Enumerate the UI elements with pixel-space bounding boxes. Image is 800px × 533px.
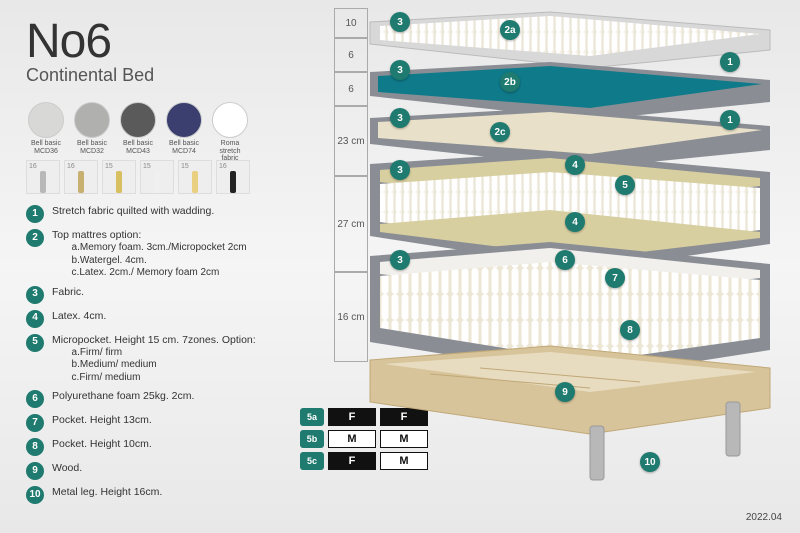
fabric-swatches: Bell basicMCD36 Bell basicMCD32 Bell bas… (26, 102, 250, 163)
product-subtitle: Continental Bed (26, 65, 154, 86)
legend-item: 10Metal leg. Height 16cm. (26, 486, 296, 504)
legend-item: 1Stretch fabric quilted with wadding. (26, 205, 296, 223)
swatch: Bell basicMCD36 (26, 102, 66, 163)
swatch: Bell basicMCD43 (118, 102, 158, 163)
callout-marker: 4 (565, 212, 585, 232)
callout-marker: 3 (390, 160, 410, 180)
swatch: Romastretch fabric (210, 102, 250, 163)
legend-item: 9Wood. (26, 462, 296, 480)
callout-marker: 4 (565, 155, 585, 175)
leg-thumb: 16 (216, 160, 250, 194)
leg-thumb: 16 (26, 160, 60, 194)
callout-marker: 3 (390, 12, 410, 32)
callout-marker: 3 (390, 250, 410, 270)
callout-marker: 3 (390, 60, 410, 80)
callout-marker: 7 (605, 268, 625, 288)
leg-thumb: 16 (64, 160, 98, 194)
legend-item: 6Polyurethane foam 25kg. 2cm. (26, 390, 296, 408)
callout-marker: 9 (555, 382, 575, 402)
callout-marker: 5 (615, 175, 635, 195)
leg-thumbnails: 161615151516 (26, 160, 250, 194)
swatch: Bell basicMCD74 (164, 102, 204, 163)
legend-item: 2Top mattres option: a.Memory foam. 3cm.… (26, 229, 296, 280)
title-block: No6 Continental Bed (26, 14, 154, 86)
leg-thumb: 15 (140, 160, 174, 194)
legend-list: 1Stretch fabric quilted with wadding. 2To… (26, 205, 296, 510)
legend-item: 3Fabric. (26, 286, 296, 304)
leg-thumb: 15 (102, 160, 136, 194)
legend-item: 4Latex. 4cm. (26, 310, 296, 328)
callout-marker: 2a (500, 20, 520, 40)
date-stamp: 2022.04 (746, 512, 782, 523)
callout-marker: 8 (620, 320, 640, 340)
callout-marker: 3 (390, 108, 410, 128)
exploded-diagram (330, 8, 790, 488)
swatch: Bell basicMCD32 (72, 102, 112, 163)
legend-item: 5Micropocket. Height 15 cm. 7zones. Opti… (26, 334, 296, 385)
callout-marker: 6 (555, 250, 575, 270)
callout-marker: 1 (720, 52, 740, 72)
legend-item: 8Pocket. Height 10cm. (26, 438, 296, 456)
callout-marker: 2b (500, 72, 520, 92)
product-title: No6 (26, 14, 154, 69)
callout-marker: 10 (640, 452, 660, 472)
callout-marker: 1 (720, 110, 740, 130)
leg-thumb: 15 (178, 160, 212, 194)
legend-item: 7Pocket. Height 13cm. (26, 414, 296, 432)
callout-marker: 2c (490, 122, 510, 142)
